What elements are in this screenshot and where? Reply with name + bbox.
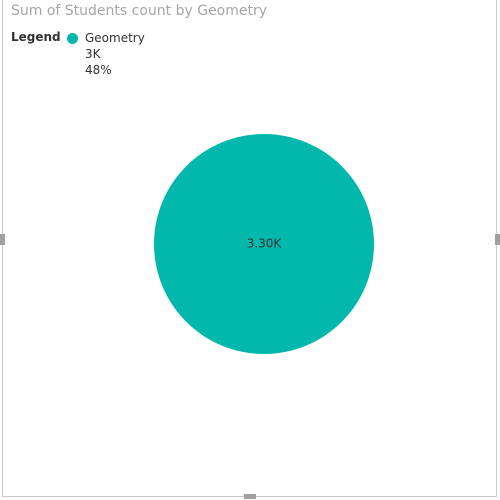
- resize-handle-right[interactable]: [495, 234, 500, 245]
- legend-label: Legend: [11, 30, 61, 44]
- resize-handle-left[interactable]: [0, 234, 5, 245]
- legend-item-name: Geometry: [85, 31, 145, 45]
- chart-title: Sum of Students count by Geometry: [11, 3, 268, 19]
- pie-slice-data-label: 3.30K: [247, 237, 283, 251]
- legend-item-value: 3K: [85, 47, 101, 61]
- resize-handle-bottom[interactable]: [244, 494, 256, 499]
- legend-color-dot: [67, 33, 78, 44]
- legend-item-geometry[interactable]: Geometry 3K 48%: [67, 30, 145, 78]
- legend-item-percent: 48%: [85, 63, 112, 77]
- pie-slice-geometry[interactable]: [154, 134, 374, 354]
